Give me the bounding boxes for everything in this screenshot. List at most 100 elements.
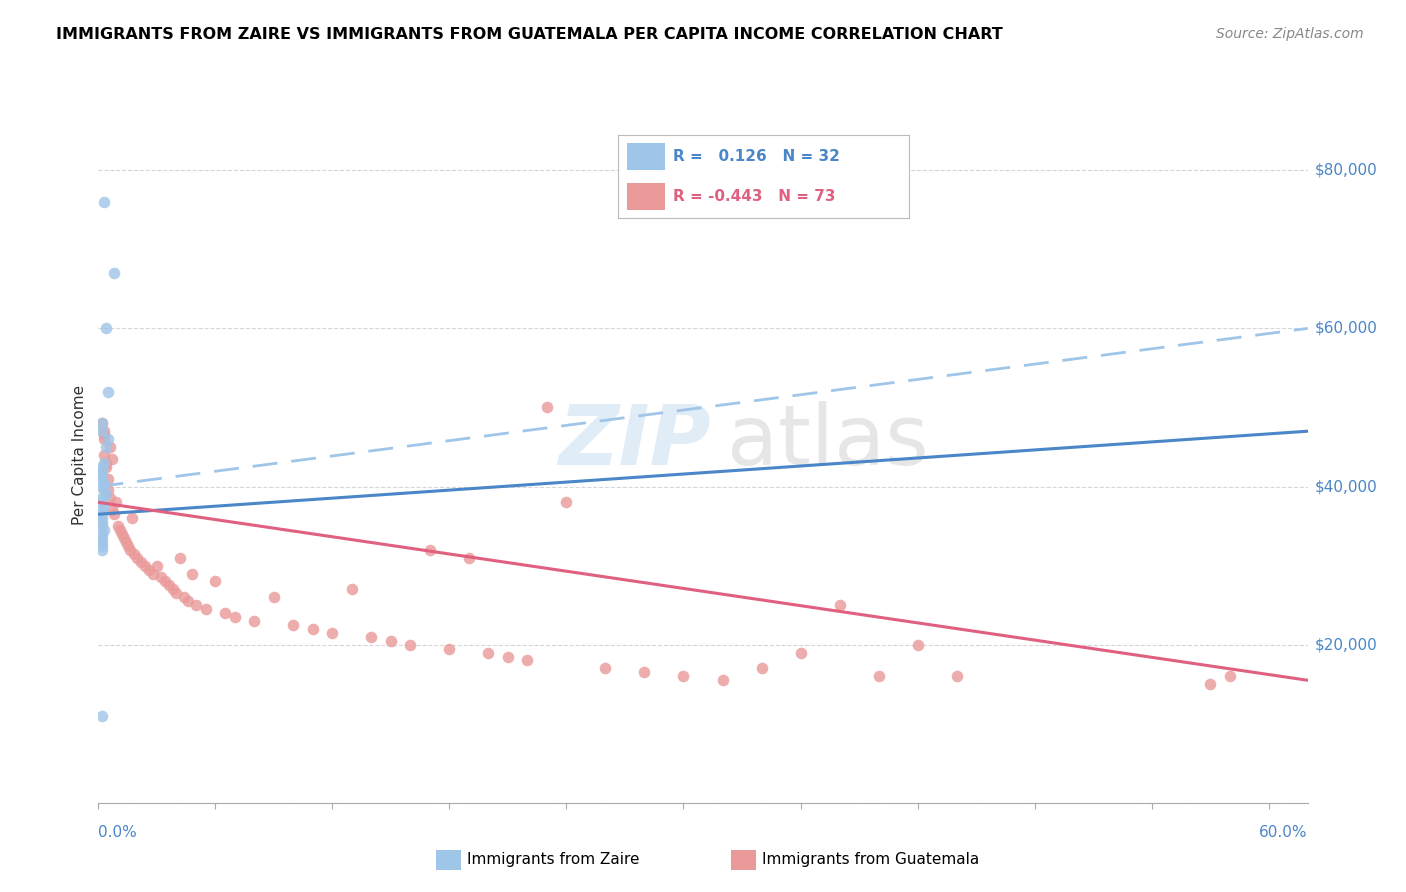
Point xyxy=(184,598,207,612)
Point xyxy=(321,625,343,640)
Point xyxy=(153,574,176,589)
Point xyxy=(91,467,114,482)
Point xyxy=(111,527,134,541)
Text: IMMIGRANTS FROM ZAIRE VS IMMIGRANTS FROM GUATEMALA PER CAPITA INCOME CORRELATION: IMMIGRANTS FROM ZAIRE VS IMMIGRANTS FROM… xyxy=(56,27,1002,42)
Point xyxy=(122,547,145,561)
Point xyxy=(107,519,129,533)
Point xyxy=(169,550,191,565)
Point xyxy=(91,511,114,525)
Point xyxy=(555,495,578,509)
Point xyxy=(177,594,200,608)
Point xyxy=(181,566,204,581)
Point xyxy=(131,555,153,569)
Point xyxy=(360,630,382,644)
Text: R =   0.126   N = 32: R = 0.126 N = 32 xyxy=(673,149,841,164)
Point xyxy=(399,638,422,652)
Y-axis label: Per Capita Income: Per Capita Income xyxy=(72,384,87,525)
Point xyxy=(439,641,461,656)
FancyBboxPatch shape xyxy=(627,183,665,210)
Point xyxy=(243,614,266,628)
Point xyxy=(91,495,114,509)
Point xyxy=(138,563,160,577)
Point xyxy=(91,472,114,486)
Point xyxy=(214,606,236,620)
Point xyxy=(751,661,773,675)
Point xyxy=(114,535,136,549)
Point xyxy=(1219,669,1241,683)
Point xyxy=(340,582,363,597)
Point xyxy=(516,653,538,667)
Point xyxy=(224,610,246,624)
Point xyxy=(103,266,125,280)
Point xyxy=(101,503,124,517)
Point xyxy=(93,523,115,537)
Point xyxy=(93,500,115,514)
Point xyxy=(121,511,143,525)
Point xyxy=(91,531,114,545)
Point xyxy=(91,708,114,723)
Text: atlas: atlas xyxy=(727,401,929,482)
Point xyxy=(263,591,285,605)
FancyBboxPatch shape xyxy=(627,144,665,170)
Point xyxy=(672,669,695,683)
Text: $20,000: $20,000 xyxy=(1315,637,1378,652)
Point xyxy=(91,464,114,478)
Point xyxy=(91,519,114,533)
Point xyxy=(93,194,115,209)
Point xyxy=(91,515,114,529)
Point xyxy=(108,523,131,537)
Point xyxy=(91,535,114,549)
Point xyxy=(112,531,135,545)
Point xyxy=(91,542,114,557)
Point xyxy=(173,591,195,605)
Point xyxy=(96,456,118,470)
Point xyxy=(97,384,120,399)
Point xyxy=(157,578,180,592)
Point xyxy=(458,550,481,565)
Point xyxy=(96,459,118,474)
Text: $40,000: $40,000 xyxy=(1315,479,1378,494)
Point xyxy=(828,598,851,612)
Point xyxy=(380,633,402,648)
Text: 0.0%: 0.0% xyxy=(98,825,138,840)
Text: Source: ZipAtlas.com: Source: ZipAtlas.com xyxy=(1216,27,1364,41)
Point xyxy=(97,432,120,446)
Point xyxy=(162,582,184,597)
Point xyxy=(302,622,325,636)
Point xyxy=(146,558,169,573)
Point xyxy=(118,542,141,557)
Text: $60,000: $60,000 xyxy=(1315,321,1378,336)
Point xyxy=(93,428,115,442)
Point xyxy=(93,448,115,462)
Point xyxy=(91,507,114,521)
Point xyxy=(496,649,519,664)
Point xyxy=(103,507,125,521)
Point xyxy=(536,401,558,415)
Text: Immigrants from Guatemala: Immigrants from Guatemala xyxy=(762,853,980,867)
Point xyxy=(419,542,441,557)
Text: R = -0.443   N = 73: R = -0.443 N = 73 xyxy=(673,189,837,204)
Point xyxy=(149,570,172,584)
Point xyxy=(165,586,187,600)
Point xyxy=(142,566,165,581)
Point xyxy=(93,432,115,446)
Point xyxy=(91,417,114,431)
Point xyxy=(633,665,655,680)
Point xyxy=(91,417,114,431)
Text: 60.0%: 60.0% xyxy=(1260,825,1308,840)
Point xyxy=(91,539,114,553)
Point xyxy=(595,661,617,675)
Point xyxy=(91,503,114,517)
Text: Immigrants from Zaire: Immigrants from Zaire xyxy=(467,853,640,867)
Point xyxy=(945,669,967,683)
Point xyxy=(127,550,149,565)
Point xyxy=(104,495,127,509)
Point xyxy=(907,638,929,652)
Text: $80,000: $80,000 xyxy=(1315,163,1378,178)
Point xyxy=(283,618,305,632)
Point xyxy=(117,539,139,553)
Point xyxy=(134,558,156,573)
Point xyxy=(91,491,114,506)
Point xyxy=(204,574,226,589)
Point xyxy=(96,321,118,335)
